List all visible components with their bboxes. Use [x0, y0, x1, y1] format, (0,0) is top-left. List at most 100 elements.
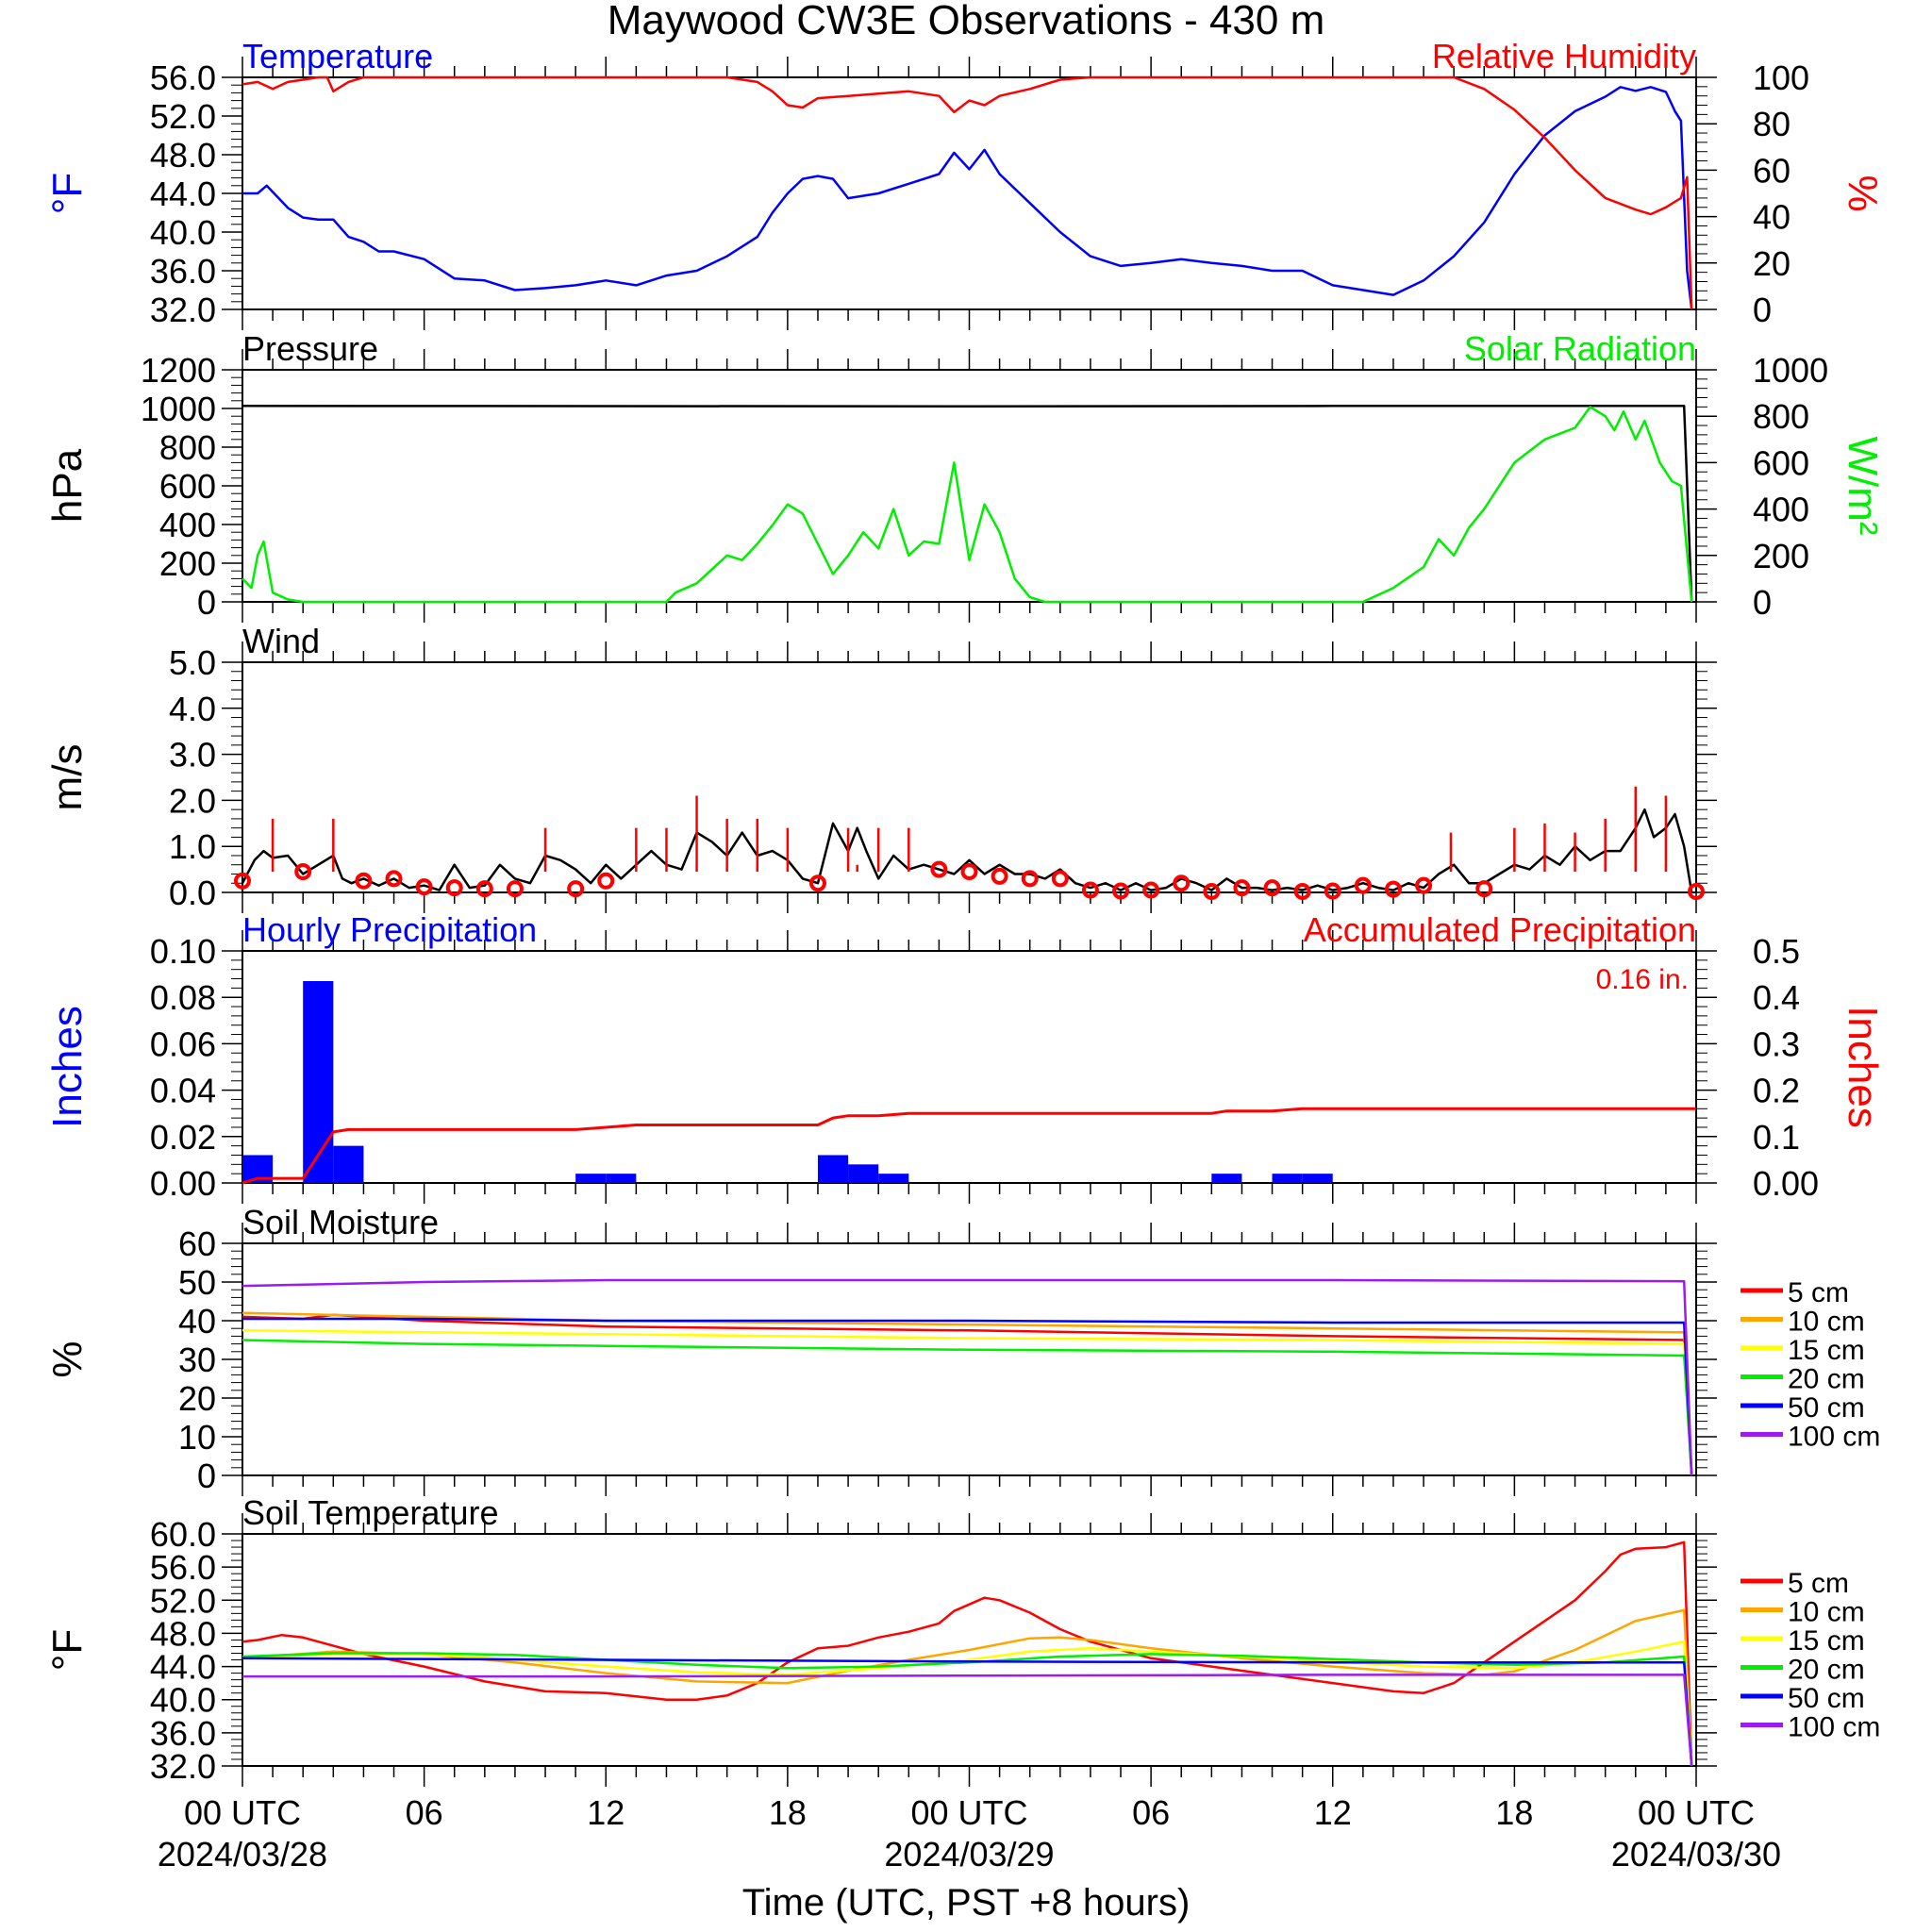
y-right-tick-label: 1000 — [1753, 351, 1828, 390]
legend-label: 15 cm — [1788, 1625, 1865, 1657]
precip-bar — [606, 1174, 637, 1183]
y-axis-label-left: % — [44, 1341, 91, 1377]
y-tick-label: 0.04 — [150, 1072, 216, 1110]
calm-marker — [475, 880, 493, 898]
panel-title-right: Solar Radiation — [1464, 329, 1696, 368]
calm-marker — [294, 863, 312, 881]
y-axis-label-left: °F — [44, 1629, 91, 1671]
y-right-tick-label: 800 — [1753, 397, 1809, 436]
series-line-solar-radiation — [242, 406, 1693, 604]
precip-bar — [575, 1174, 607, 1183]
y-tick-label: 44.0 — [150, 1648, 216, 1687]
calm-marker — [567, 880, 585, 898]
x-tick-label: 00 UTC — [910, 1793, 1027, 1832]
x-axis-title: Time (UTC, PST +8 hours) — [742, 1882, 1191, 1924]
calm-marker — [415, 878, 433, 896]
y-axis-label-left: hPa — [44, 448, 91, 523]
y-tick-label: 48.0 — [150, 1614, 216, 1653]
y-tick-label: 48.0 — [150, 136, 216, 175]
y-right-tick-label: 200 — [1753, 537, 1809, 575]
calm-marker — [1475, 880, 1493, 898]
panel-title-left: Temperature — [242, 37, 433, 75]
x-tick-label: 06 — [1132, 1793, 1170, 1832]
y-tick-label: 60 — [178, 1224, 216, 1263]
panel-precip: 0.00 0.02 0.04 0.06 0.08 0.10 0.00 0.1 0.2 0.3 0.4… — [44, 910, 1886, 1204]
calm-marker — [234, 872, 251, 890]
y-right-tick-label: 80 — [1753, 105, 1790, 143]
calm-marker — [930, 860, 948, 878]
y-axis-label-left: °F — [44, 173, 91, 214]
x-tick-label: 00 UTC — [1638, 1793, 1755, 1832]
series-line-5-cm — [242, 1541, 1693, 1767]
y-tick-label: 1.0 — [169, 827, 216, 866]
x-tick-label: 12 — [1314, 1793, 1352, 1832]
y-right-tick-label: 0.3 — [1753, 1024, 1800, 1063]
y-right-tick-label: 0.4 — [1753, 978, 1800, 1017]
calm-marker — [1233, 879, 1251, 897]
legend-label: 100 cm — [1788, 1422, 1880, 1453]
y-axis-label-left: m/s — [44, 744, 91, 811]
y-right-tick-label: 400 — [1753, 491, 1809, 529]
y-tick-label: 32.0 — [150, 291, 216, 329]
precip-bar — [878, 1174, 909, 1183]
calm-marker — [1688, 883, 1705, 901]
x-tick-label: 12 — [587, 1793, 625, 1832]
series-line-relative-humidity — [242, 75, 1693, 310]
y-tick-label: 1000 — [141, 390, 216, 428]
panel-title-left: Pressure — [242, 329, 378, 368]
calm-marker — [1142, 881, 1160, 899]
calm-marker — [1173, 874, 1191, 892]
y-tick-label: 0.08 — [150, 978, 216, 1017]
y-tick-label: 0.02 — [150, 1118, 216, 1157]
y-tick-label: 0.0 — [169, 874, 216, 912]
series-line-5-cm — [242, 1313, 1693, 1476]
y-right-tick-label: 0.00 — [1753, 1164, 1819, 1203]
calm-marker — [991, 867, 1008, 885]
y-tick-label: 44.0 — [150, 175, 216, 213]
panel-wind: 0.0 1.0 2.0 3.0 4.0 5.0 Wind m/s — [44, 622, 1717, 913]
calm-marker — [355, 872, 373, 890]
y-axis-label-right: W/m² — [1840, 436, 1886, 535]
y-tick-label: 40 — [178, 1302, 216, 1341]
y-axis-label-right: Inches — [1840, 1006, 1886, 1128]
y-tick-label: 36.0 — [150, 1714, 216, 1753]
y-tick-label: 5.0 — [169, 643, 216, 682]
y-tick-label: 0.00 — [150, 1164, 216, 1203]
x-tick-label: 00 UTC — [184, 1793, 301, 1832]
y-tick-label: 1200 — [141, 351, 216, 390]
series-line-100-cm — [242, 1278, 1693, 1476]
chart-title: Maywood CW3E Observations - 430 m — [608, 0, 1325, 43]
y-right-tick-label: 0 — [1753, 291, 1772, 329]
x-tick-date: 2024/03/28 — [158, 1835, 327, 1874]
precip-bar — [848, 1164, 879, 1183]
series-line-wind-speed — [241, 808, 1693, 893]
panel-temp_rh: 32.036.040.044.048.052.056.0 0 20 40 60 80 100… — [44, 37, 1886, 330]
y-tick-label: 3.0 — [169, 736, 216, 774]
y-tick-label: 0 — [197, 583, 216, 622]
y-tick-label: 40.0 — [150, 1681, 216, 1720]
series-line-20-cm — [242, 1652, 1693, 1767]
legend-label: 10 cm — [1788, 1307, 1865, 1338]
y-tick-label: 2.0 — [169, 781, 216, 820]
y-right-tick-label: 600 — [1753, 443, 1809, 482]
precip-bar — [1211, 1174, 1242, 1183]
x-tick-label: 18 — [1495, 1793, 1533, 1832]
x-tick-date: 2024/03/30 — [1611, 1835, 1781, 1874]
calm-marker — [1324, 882, 1341, 900]
panel-title-right: Relative Humidity — [1432, 37, 1696, 75]
legend-label: 5 cm — [1788, 1277, 1849, 1308]
precip-bar — [817, 1155, 849, 1183]
series-line-100-cm — [242, 1674, 1693, 1767]
calm-marker — [808, 874, 826, 892]
y-tick-label: 0.10 — [150, 932, 216, 971]
legend-label: 20 cm — [1788, 1364, 1865, 1395]
legend-label: 10 cm — [1788, 1597, 1865, 1628]
panel-title-left: Soil Moisture — [242, 1203, 439, 1241]
y-tick-label: 400 — [159, 506, 216, 544]
x-tick-date: 2024/03/29 — [884, 1835, 1054, 1874]
panel-soil_temp: 32.036.040.044.048.052.056.060.0 Soil Tem… — [44, 1493, 1880, 1787]
y-tick-label: 60.0 — [150, 1515, 216, 1554]
precip-bar — [1272, 1174, 1303, 1183]
accum-total-label: 0.16 in. — [1596, 964, 1689, 995]
